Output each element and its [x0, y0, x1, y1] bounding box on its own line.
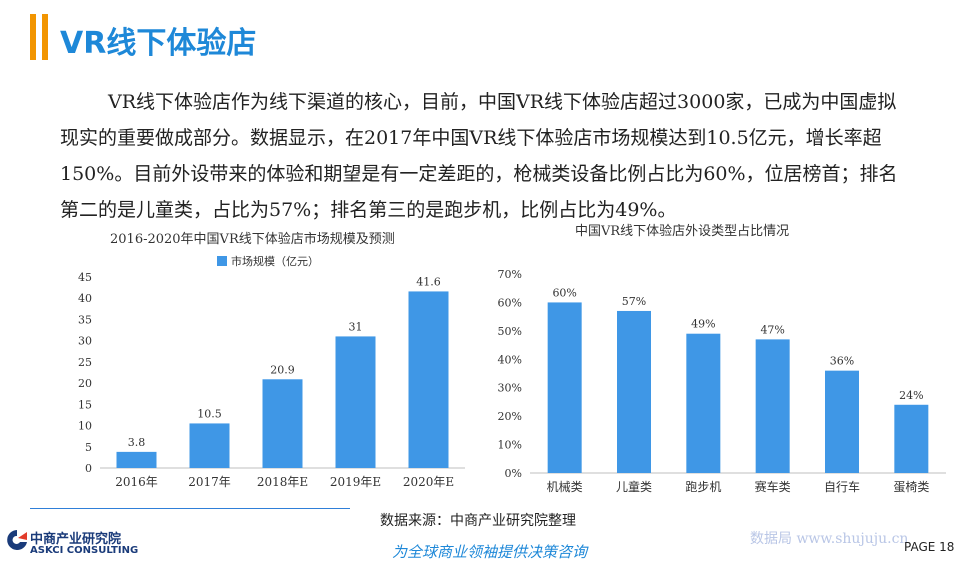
y-tick-label: 10: [78, 420, 92, 433]
y-tick-label: 20: [78, 377, 92, 390]
bar: [686, 333, 721, 473]
x-tick-label: 赛车类: [755, 479, 791, 494]
data-label: 3.8: [128, 436, 146, 449]
data-label: 49%: [691, 318, 715, 331]
y-tick-label: 0: [85, 462, 92, 475]
y-tick-label: 0%: [505, 467, 522, 480]
data-source: 数据来源：中商产业研究院整理: [380, 513, 576, 529]
x-tick-label: 2019年E: [330, 475, 381, 489]
data-label: 60%: [552, 286, 576, 299]
y-tick-label: 40: [78, 292, 92, 305]
y-tick-label: 40%: [498, 353, 522, 366]
bottom-divider: [30, 508, 350, 509]
x-tick-label: 2017年: [188, 475, 231, 489]
logo-cn-text: 中商产业研究院: [30, 532, 122, 547]
y-tick-label: 15: [78, 398, 92, 411]
y-tick-label: 35: [78, 313, 92, 326]
bar: [825, 370, 859, 473]
market-size-chart: 0 5 10 15 20 25 30 35 40 45 3.8 2016年 10.5 2017年 20.9 2…: [78, 254, 465, 489]
y-tick-label: 70%: [498, 268, 522, 281]
x-tick-label: 自行车: [824, 479, 860, 494]
x-tick-label: 儿童类: [616, 479, 652, 494]
y-tick-label: 30: [78, 335, 92, 348]
page-number: PAGE 18: [904, 540, 955, 554]
chart1-title: 2016-2020年中国VR线下体验店市场规模及预测: [110, 232, 395, 247]
y-tick-label: 30%: [498, 382, 522, 395]
legend-label: 市场规模（亿元）: [231, 254, 319, 268]
bar: [547, 302, 582, 473]
askci-logo-icon: [7, 530, 28, 550]
x-tick-label: 蛋椅类: [893, 480, 929, 494]
peripheral-share-chart: 0% 10% 20% 30% 40% 50% 60% 70% 60% 机械类 57% 儿童类 49% 跑步…: [498, 268, 946, 494]
slogan: 为全球商业领袖提供决策咨询: [392, 543, 588, 561]
bar: [262, 379, 303, 468]
bar: [189, 423, 230, 468]
legend-swatch: [217, 256, 227, 266]
x-tick-label: 机械类: [547, 479, 583, 494]
bar: [408, 291, 449, 468]
intro-paragraph: VR线下体验店作为线下渠道的核心，目前，中国VR线下体验店超过3000家，已成为…: [60, 91, 898, 221]
page-title: VR线下体验店: [60, 26, 257, 61]
y-tick-label: 50%: [498, 325, 522, 338]
data-label: 10.5: [197, 407, 222, 420]
data-label: 57%: [622, 295, 646, 308]
data-label: 36%: [830, 355, 854, 368]
data-label: 31: [349, 320, 363, 333]
watermark: 数据局 www.shujuju.cn: [750, 531, 909, 547]
x-tick-label: 跑步机: [685, 480, 721, 494]
data-label: 24%: [899, 389, 923, 402]
chart2-title: 中国VR线下体验店外设类型占比情况: [575, 224, 790, 239]
y-tick-label: 25: [78, 356, 92, 369]
data-label: 47%: [760, 323, 784, 336]
y-tick-label: 20%: [498, 410, 522, 423]
title-accent-bar-2: [42, 14, 48, 60]
x-tick-label: 2018年E: [257, 475, 308, 489]
y-tick-label: 45: [78, 271, 92, 284]
x-tick-label: 2020年E: [403, 475, 454, 489]
x-tick-label: 2016年: [115, 475, 158, 489]
bar: [894, 404, 929, 473]
bar: [617, 310, 651, 473]
bar: [755, 339, 790, 473]
logo-en-text: ASKCI CONSULTING: [30, 545, 139, 556]
bar: [335, 336, 376, 468]
y-tick-label: 5: [85, 441, 92, 454]
bar: [116, 451, 157, 468]
data-label: 20.9: [270, 363, 295, 376]
y-tick-label: 10%: [498, 439, 522, 452]
data-label: 41.6: [416, 275, 441, 288]
y-tick-label: 60%: [498, 296, 522, 309]
title-accent-bar: [30, 14, 36, 60]
